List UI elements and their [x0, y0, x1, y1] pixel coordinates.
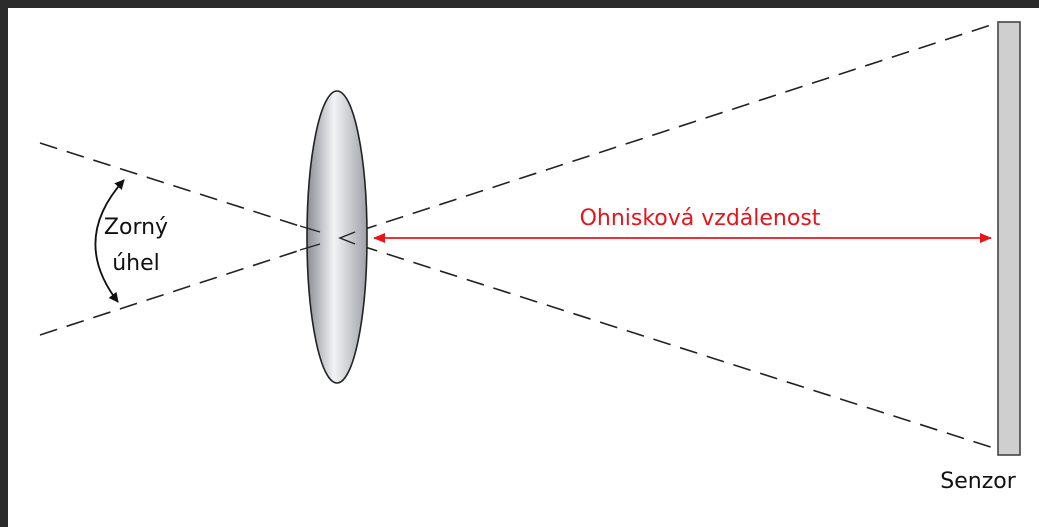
sensor: [997, 21, 1021, 456]
ray-inside: [299, 225, 321, 233]
angle-arrow: [94, 179, 125, 303]
sensor-label: Senzor: [940, 469, 1016, 494]
canvas: [8, 8, 1039, 527]
focal-label: Ohnisková vzdálenost: [580, 206, 821, 231]
lens: [306, 90, 368, 384]
ray: [39, 21, 1001, 336]
ray-inside: [338, 231, 356, 245]
ray-inside: [299, 243, 321, 251]
angle-label: úhel: [112, 251, 160, 276]
angle-label: Zorný: [104, 215, 168, 240]
